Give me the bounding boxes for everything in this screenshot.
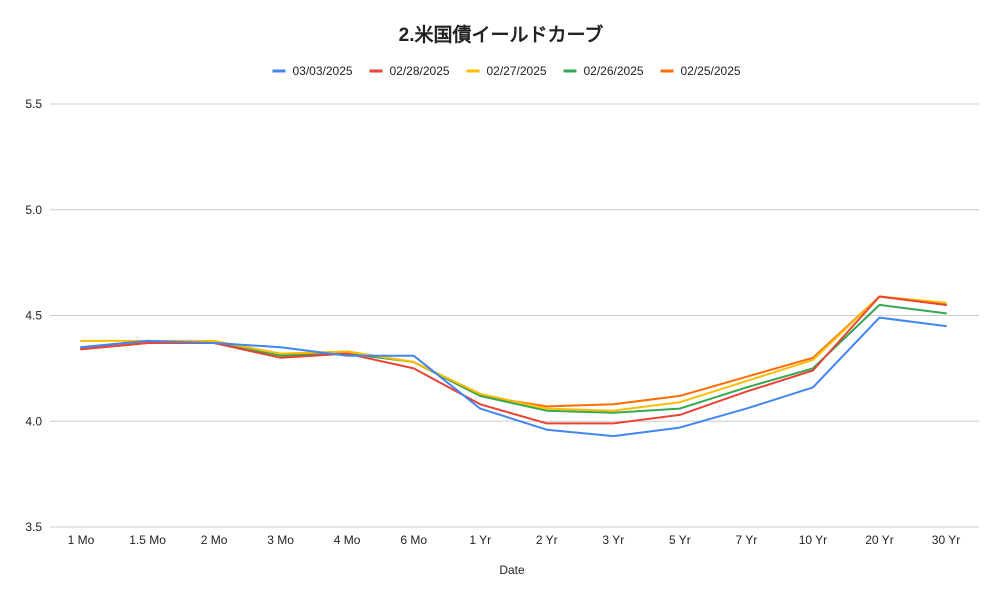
x-tick-label: 1 Mo: [68, 533, 95, 547]
legend-label: 02/25/2025: [681, 64, 741, 78]
x-tick-label: 2 Yr: [536, 533, 558, 547]
series-line: [80, 295, 947, 408]
y-tick-label: 5.0: [25, 203, 42, 217]
x-tick-label: 30 Yr: [932, 533, 960, 547]
y-axis-ticks: 3.5 4.0 4.5 5.0 5.5: [25, 97, 42, 534]
x-tick-label: 5 Yr: [669, 533, 691, 547]
x-axis-ticks: 1 Mo 1.5 Mo 2 Mo 3 Mo 4 Mo 6 Mo 1 Yr 2 Yr 3 Yr 5 …: [68, 533, 961, 547]
series-lines: [80, 295, 947, 438]
y-tick-label: 3.5: [25, 520, 42, 534]
legend-label: 03/03/2025: [293, 64, 353, 78]
x-tick-label: 10 Yr: [799, 533, 827, 547]
series-line: [80, 295, 947, 425]
x-tick-label: 6 Mo: [400, 533, 427, 547]
legend-label: 02/26/2025: [584, 64, 644, 78]
y-tick-label: 4.0: [25, 414, 42, 428]
legend-label: 02/28/2025: [390, 64, 450, 78]
gridlines: [50, 103, 979, 528]
legend-label: 02/27/2025: [487, 64, 547, 78]
x-tick-label: 4 Mo: [334, 533, 361, 547]
x-axis-title: Date: [499, 563, 525, 577]
x-tick-label: 7 Yr: [735, 533, 757, 547]
legend: 03/03/2025 02/28/2025 02/27/2025 02/26/2025…: [272, 64, 741, 78]
x-tick-label: 20 Yr: [865, 533, 893, 547]
x-tick-label: 3 Yr: [602, 533, 624, 547]
chart-title: 2.米国債イールドカーブ: [399, 23, 604, 46]
y-tick-label: 4.5: [25, 309, 42, 323]
series-line: [80, 303, 947, 414]
x-tick-label: 3 Mo: [267, 533, 294, 547]
series-line: [80, 316, 947, 438]
x-tick-label: 1 Yr: [469, 533, 491, 547]
x-tick-label: 1.5 Mo: [129, 533, 166, 547]
y-tick-label: 5.5: [25, 97, 42, 111]
x-tick-label: 2 Mo: [201, 533, 228, 547]
